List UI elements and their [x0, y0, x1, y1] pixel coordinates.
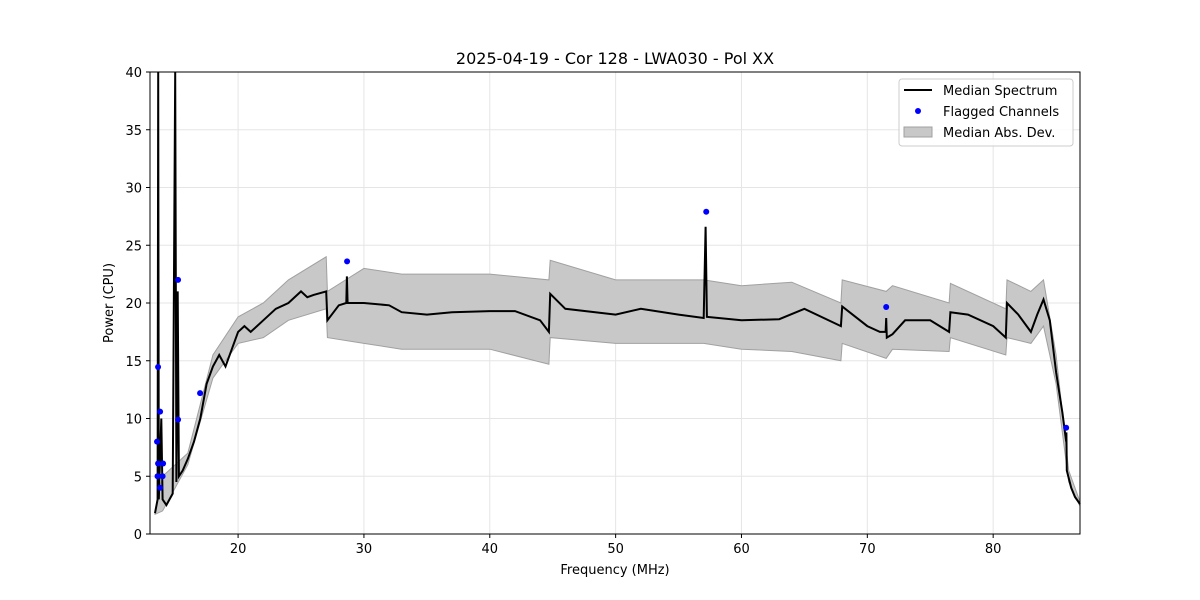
legend-box	[898, 78, 1074, 147]
flagged-channel-point	[344, 258, 351, 265]
y-axis-label: Power (CPU)	[102, 263, 117, 343]
x-tick-label: 20	[230, 542, 247, 557]
y-tick-label: 40	[125, 66, 142, 81]
legend-band-swatch	[903, 126, 933, 138]
x-tick-label: 50	[607, 542, 624, 557]
x-tick-label: 30	[356, 542, 373, 557]
y-tick-label: 10	[125, 413, 142, 428]
flagged-channel-point	[157, 484, 164, 491]
flagged-channel-point	[883, 304, 890, 311]
y-tick-label: 5	[134, 470, 142, 485]
x-tick-label: 80	[985, 542, 1002, 557]
flagged-channel-point	[155, 460, 162, 467]
flagged-channels	[154, 208, 1070, 491]
flagged-channel-point	[155, 363, 162, 370]
flagged-channel-point	[154, 438, 161, 445]
flagged-channel-point	[154, 473, 161, 480]
y-tick-label: 15	[125, 355, 142, 370]
flagged-channel-point	[703, 208, 710, 215]
flagged-channel-point	[197, 390, 204, 397]
axis-ticks: 20 30 40 50 60 70 80 0 5 10 15 20 25 30 35 40	[125, 66, 1001, 557]
y-tick-label: 25	[125, 239, 142, 254]
y-tick-label: 30	[125, 182, 142, 197]
flagged-channel-point	[1063, 424, 1070, 431]
flagged-channel-point	[157, 408, 164, 415]
x-tick-label: 40	[482, 542, 499, 557]
y-tick-label: 35	[125, 124, 142, 139]
flagged-channel-point	[160, 460, 167, 467]
chart-title: 2025-04-19 - Cor 128 - LWA030 - Pol XX	[456, 49, 774, 68]
legend: Median Spectrum Flagged Channels Median …	[898, 78, 1074, 147]
legend-median-label: Median Spectrum	[943, 84, 1057, 99]
x-tick-label: 60	[733, 542, 750, 557]
x-axis-label: Frequency (MHz)	[560, 563, 669, 578]
median-spectrum-line	[154, 71, 1081, 514]
legend-band-label: Median Abs. Dev.	[943, 126, 1055, 141]
y-tick-label: 0	[134, 528, 142, 543]
flagged-channel-point	[175, 416, 182, 423]
legend-flagged-swatch	[915, 108, 921, 114]
y-tick-label: 20	[125, 297, 142, 312]
legend-flagged-label: Flagged Channels	[943, 105, 1059, 120]
flagged-channel-point	[159, 473, 166, 480]
flagged-channel-point	[175, 276, 182, 283]
x-tick-label: 70	[859, 542, 876, 557]
